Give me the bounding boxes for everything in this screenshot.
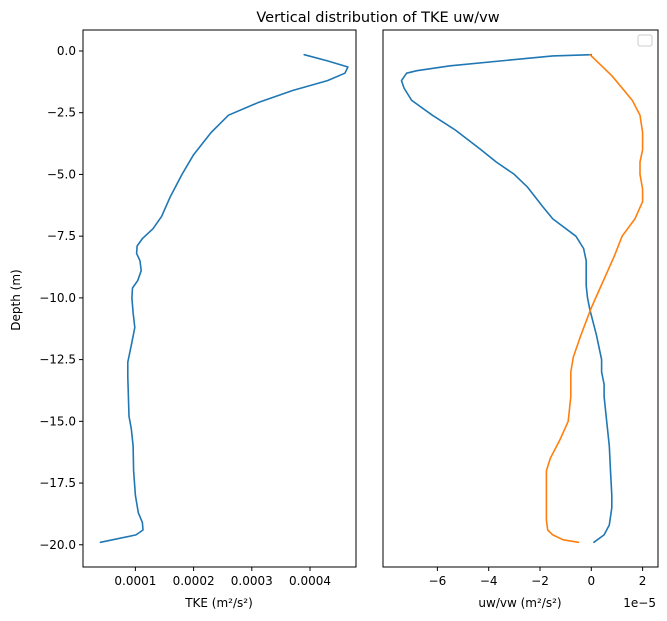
series-line-vw bbox=[545, 53, 644, 544]
x-tick-label: 0.0002 bbox=[173, 574, 215, 588]
left-plot-panel: 0.0 −2.5 −5.0 −7.5 −10.0 −12.5 −15.0 −17.5 −20.0… bbox=[39, 29, 357, 610]
y-tick-label: −5.0 bbox=[47, 167, 76, 181]
left-y-ticks: 0.0 −2.5 −5.0 −7.5 −10.0 −12.5 −15.0 −17.5 −20.0 bbox=[39, 44, 83, 552]
x-tick-label: −4 bbox=[480, 574, 498, 588]
series-line-uw bbox=[400, 53, 613, 544]
series-line-tke bbox=[99, 53, 349, 544]
right-x-ticks: −6 −4 −2 0 2 bbox=[429, 567, 647, 588]
left-x-ticks: 0.0001 0.0002 0.0003 0.0004 bbox=[114, 567, 331, 588]
y-tick-label: −2.5 bbox=[47, 106, 76, 120]
y-axis-label: Depth (m) bbox=[9, 269, 23, 330]
y-tick-label: −12.5 bbox=[39, 353, 76, 367]
x-tick-label: −2 bbox=[531, 574, 549, 588]
x-tick-label: −6 bbox=[429, 574, 447, 588]
y-tick-label: −15.0 bbox=[39, 414, 76, 428]
x-tick-label: 0.0001 bbox=[114, 574, 156, 588]
right-plot-frame bbox=[382, 29, 659, 568]
y-tick-label: −17.5 bbox=[39, 476, 76, 490]
legend-box bbox=[637, 34, 653, 47]
left-plot-frame bbox=[82, 29, 357, 568]
right-x-scale-label: 1e−5 bbox=[623, 596, 656, 610]
y-tick-label: −10.0 bbox=[39, 291, 76, 305]
x-tick-label: 0.0004 bbox=[289, 574, 331, 588]
right-series-group bbox=[400, 53, 644, 544]
x-tick-label: 2 bbox=[639, 574, 647, 588]
right-x-axis-label: uw/vw (m²/s²) bbox=[478, 596, 561, 610]
x-tick-label: 0 bbox=[587, 574, 595, 588]
right-plot-panel: −6 −4 −2 0 2 uw/vw (m²/s²) 1e−5 bbox=[382, 29, 659, 610]
y-tick-label: −20.0 bbox=[39, 538, 76, 552]
left-series-group bbox=[99, 53, 349, 544]
chart-title: Vertical distribution of TKE uw/vw bbox=[256, 10, 499, 26]
y-tick-label: −7.5 bbox=[47, 229, 76, 243]
left-x-axis-label: TKE (m²/s²) bbox=[184, 596, 253, 610]
x-tick-label: 0.0003 bbox=[231, 574, 273, 588]
y-tick-label: 0.0 bbox=[57, 44, 76, 58]
